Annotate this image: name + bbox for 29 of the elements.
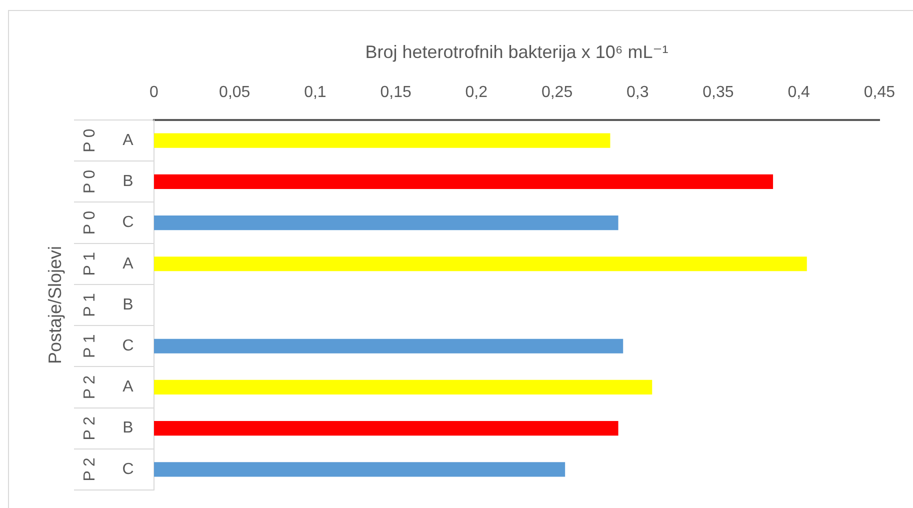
category-label: P 1 A xyxy=(81,252,134,276)
category-label: P 0 B xyxy=(81,170,134,194)
x-axis-title: Broj heterotrofnih bakterija x 10⁶ mL⁻¹ xyxy=(365,42,668,62)
x-tick-label: 0,4 xyxy=(788,84,810,101)
x-tick-label: 0,05 xyxy=(219,84,250,101)
x-tick-label: 0,45 xyxy=(864,84,896,101)
category-label: P 1 B xyxy=(81,293,134,317)
bar xyxy=(154,133,610,148)
bar xyxy=(154,215,618,230)
category-label: P 2 B xyxy=(81,416,134,440)
category-label: P 0 A xyxy=(81,128,134,152)
x-tick-label: 0,2 xyxy=(465,84,488,101)
bar xyxy=(154,338,624,354)
bar xyxy=(154,380,652,395)
bar xyxy=(154,462,566,477)
bar xyxy=(154,421,618,436)
x-tick-label: 0,3 xyxy=(626,84,649,101)
bar xyxy=(154,256,807,272)
x-tick-label: 0,1 xyxy=(304,84,326,101)
bar xyxy=(154,174,774,189)
x-tick-label: 0,25 xyxy=(541,84,573,101)
x-tick-label: 0,15 xyxy=(380,84,412,101)
category-label: P 1 C xyxy=(81,334,134,358)
x-tick-label: 0 xyxy=(150,84,159,101)
y-axis-title: Postaje/Slojevi xyxy=(44,246,65,364)
category-label: P 2 C xyxy=(81,458,134,482)
category-label: P 2 A xyxy=(81,375,134,400)
category-label: P 0 C xyxy=(81,210,134,235)
x-tick-label: 0,35 xyxy=(702,84,734,101)
